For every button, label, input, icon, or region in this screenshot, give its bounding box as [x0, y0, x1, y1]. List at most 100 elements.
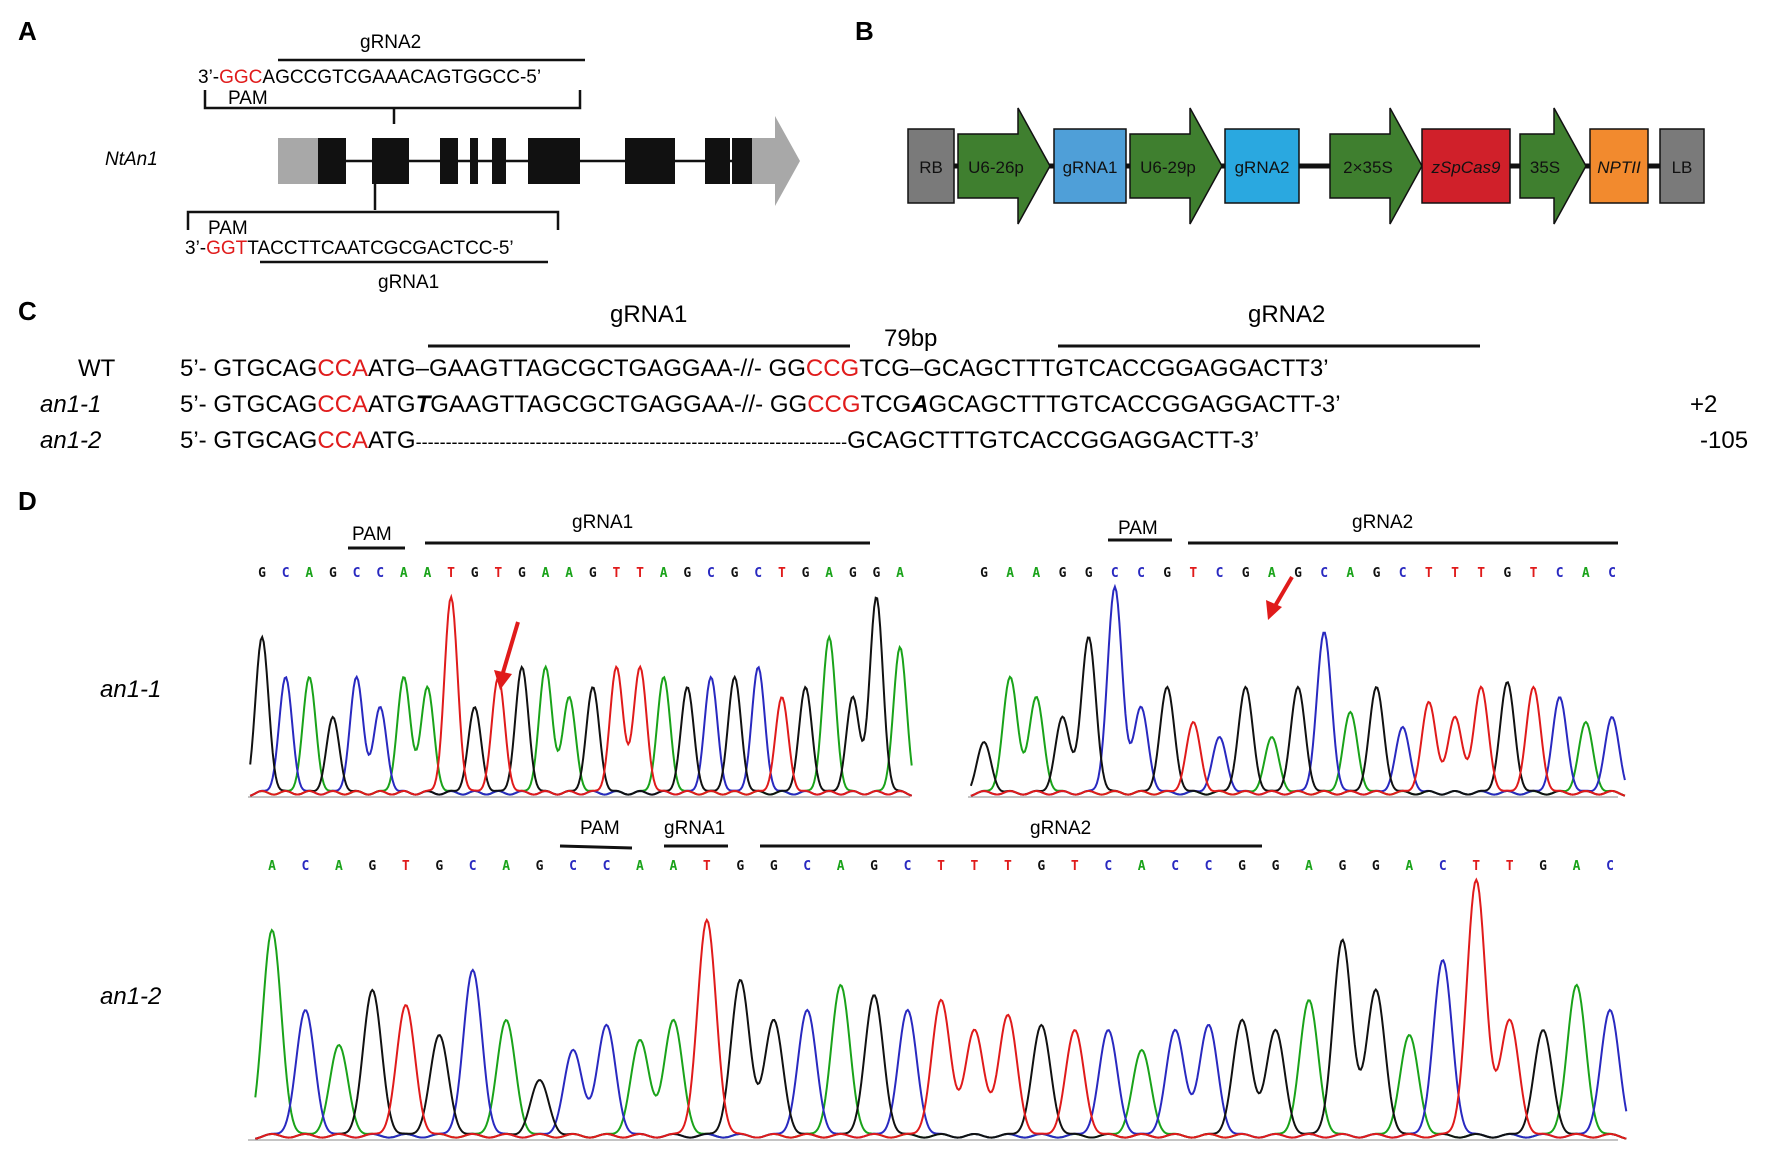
construct-element-zspcas9 [1421, 128, 1511, 204]
base-call: A [1346, 566, 1354, 581]
base-call: T [447, 566, 455, 581]
construct-label: 2×35S [1343, 158, 1393, 177]
chromatogram-label-an1-2: an1-2 [100, 983, 161, 1010]
chromatogram-trace-left [249, 593, 913, 797]
base-call: A [1573, 859, 1581, 874]
construct-element-grna2 [1224, 128, 1300, 204]
construct-label: U6-26p [968, 158, 1024, 177]
sequence-an1-1: 5’- GTGCAGCCAATGTGAAGTTAGCGCTGAGGAA-//- … [180, 391, 1341, 418]
sequence-an1-2: 5’- GTGCAGCCAATG------------------------… [180, 427, 1259, 454]
base-call: C [904, 859, 912, 874]
base-call: C [1104, 859, 1112, 874]
base-call: G [980, 566, 988, 581]
base-call: C [803, 859, 811, 874]
base-call: G [1372, 859, 1380, 874]
base-call: G [1085, 566, 1093, 581]
base-call: C [469, 859, 477, 874]
base-call: A [565, 566, 573, 581]
construct-label: 35S [1530, 158, 1560, 177]
grna1-bracket [186, 210, 560, 230]
row-label-an1-1: an1-1 [40, 391, 101, 418]
pam-label-d3: PAM [580, 818, 620, 839]
base-call: G [258, 566, 266, 581]
exon [705, 138, 730, 184]
trace-G [969, 636, 1626, 797]
base-call: A [825, 566, 833, 581]
base-call: G [1037, 859, 1045, 874]
base-call: C [1216, 566, 1224, 581]
base-call: T [613, 566, 621, 581]
mutation-arrow-left [494, 621, 520, 690]
base-call: G [1539, 859, 1547, 874]
gap-label: 79bp [884, 325, 937, 352]
utr-3-arrow [752, 116, 800, 206]
base-call: C [1111, 566, 1119, 581]
sequence-wt: 5’- GTGCAGCCAATG–GAAGTTAGCGCTGAGGAA-//- … [180, 355, 1329, 382]
grna2-label-d2: gRNA2 [1352, 512, 1413, 533]
base-call: A [1138, 859, 1146, 874]
exon [732, 138, 752, 184]
tdna-construct: RB U6-26p gRNA1 U6-29p gRNA2 2×35S zSpCas9 35S N… [907, 107, 1705, 225]
base-call: G [435, 859, 443, 874]
pam-label-bottom: PAM [208, 218, 248, 239]
base-call: A [423, 566, 431, 581]
construct-element-lb [1659, 128, 1705, 204]
trace-C [970, 583, 1626, 797]
base-call: A [669, 859, 677, 874]
base-call: G [872, 566, 880, 581]
base-call: C [1399, 566, 1407, 581]
base-call: T [402, 859, 410, 874]
base-call: C [353, 566, 361, 581]
base-call: T [1425, 566, 1433, 581]
panel-label-d: D [18, 486, 37, 516]
base-call: T [1189, 566, 1197, 581]
base-call: A [502, 859, 510, 874]
change-an1-2: -105 [1700, 427, 1748, 454]
base-call: A [1405, 859, 1413, 874]
base-call: C [1320, 566, 1328, 581]
base-call: T [494, 566, 502, 581]
base-call: T [1004, 859, 1012, 874]
base-call: G [731, 566, 739, 581]
base-call: C [376, 566, 384, 581]
construct-label: NPTII [1597, 158, 1641, 177]
base-call: T [1530, 566, 1538, 581]
base-call: A [1006, 566, 1014, 581]
chromatogram-trace-bottom [254, 877, 1628, 1140]
base-call: A [305, 566, 313, 581]
gene-name: NtAn1 [105, 149, 158, 170]
base-call: T [971, 859, 979, 874]
trace-C [255, 958, 1628, 1140]
base-call: G [329, 566, 337, 581]
base-call: C [1205, 859, 1213, 874]
base-call: G [849, 566, 857, 581]
construct-label: LB [1672, 158, 1693, 177]
base-call: C [603, 859, 611, 874]
grna2-label: gRNA2 [360, 32, 421, 53]
base-call: A [1032, 566, 1040, 581]
base-call: C [569, 859, 577, 874]
base-call: T [1451, 566, 1459, 581]
trace-G [249, 596, 913, 797]
base-call: T [1477, 566, 1485, 581]
utr-5 [278, 138, 320, 184]
base-call: G [1238, 859, 1246, 874]
base-call: G [870, 859, 878, 874]
base-call: A [268, 859, 276, 874]
base-call: G [589, 566, 597, 581]
base-call: G [1163, 566, 1171, 581]
base-call: G [736, 859, 744, 874]
gene-model: NtAn1 gRNA2 3’-GGCAGCCGTCGAAACAGTGGCC-5’… [105, 32, 800, 293]
pam-label-d1: PAM [352, 524, 392, 545]
base-call: T [1472, 859, 1480, 874]
base-call: C [1556, 566, 1564, 581]
base-call: T [703, 859, 711, 874]
base-call: C [1171, 859, 1179, 874]
base-call: G [770, 859, 778, 874]
chromatogram-trace-right [969, 583, 1626, 797]
change-an1-1: +2 [1690, 391, 1717, 418]
row-label-wt: WT [78, 355, 116, 382]
pam-label-d2: PAM [1118, 518, 1158, 539]
grna2-bracket [203, 90, 582, 110]
construct-element-u6-26p [957, 107, 1051, 225]
